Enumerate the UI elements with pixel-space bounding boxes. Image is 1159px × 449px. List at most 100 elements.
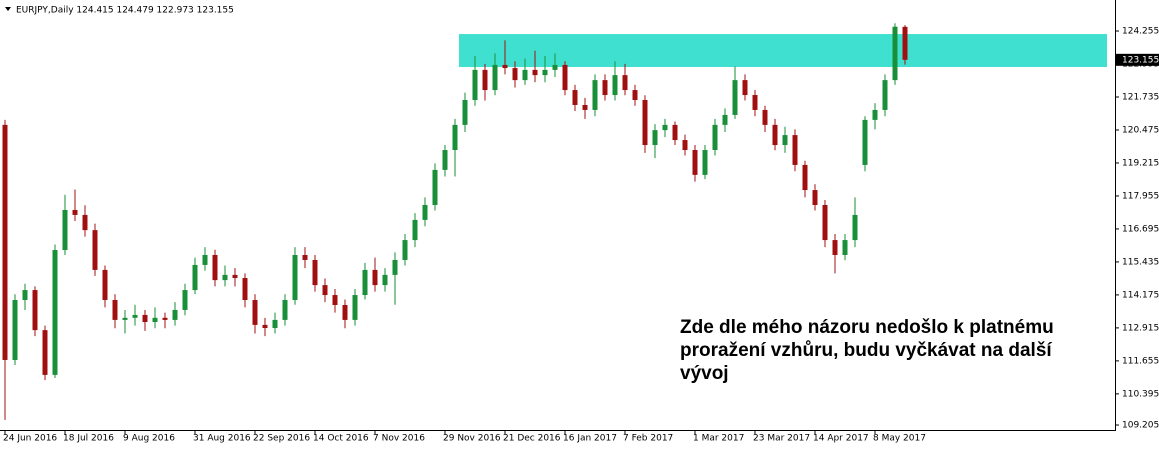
- candle-body: [702, 150, 708, 175]
- y-tick-label: 117.955: [1122, 191, 1159, 201]
- candle-body: [472, 69, 478, 101]
- candle-body: [802, 164, 808, 191]
- candle-body: [672, 124, 678, 141]
- candle-body: [252, 300, 258, 325]
- candle-body: [842, 240, 848, 255]
- candle-body: [152, 317, 158, 323]
- candle-body: [772, 124, 778, 146]
- annotation: Zde dle mého názoru nedošlo k platnémupr…: [680, 317, 1054, 384]
- candle-body: [222, 274, 228, 281]
- candle-body: [42, 330, 48, 375]
- axis-layer: 124.255122.995121.735120.475119.215117.9…: [3, 27, 1159, 444]
- y-tick-label: 124.255: [1122, 27, 1159, 37]
- x-tick-label: 21 Dec 2016: [503, 434, 561, 444]
- candle-body: [692, 150, 698, 175]
- candle-body: [342, 304, 348, 320]
- candle-body: [742, 80, 748, 96]
- x-tick-label: 31 Aug 2016: [193, 434, 251, 444]
- y-tick-label: 120.475: [1122, 125, 1159, 135]
- candle-body: [452, 124, 458, 151]
- candle-body: [182, 290, 188, 310]
- x-tick-label: 1 Mar 2017: [693, 434, 744, 444]
- chart-title: EURJPY,Daily 124.415 124.479 122.973 123…: [16, 6, 234, 16]
- menu-icon[interactable]: [5, 7, 11, 11]
- candle-body: [92, 230, 98, 270]
- candle-body: [622, 75, 628, 91]
- candle-body: [142, 314, 148, 323]
- candle-body: [232, 274, 238, 279]
- candle-body: [602, 80, 608, 96]
- candle-body: [652, 130, 658, 146]
- candle-body: [482, 69, 488, 91]
- y-tick-label: 121.735: [1122, 92, 1159, 102]
- candle-body: [522, 69, 528, 81]
- x-tick-label: 24 Jun 2016: [3, 434, 57, 444]
- candle-body: [402, 240, 408, 260]
- candle-body: [882, 80, 888, 110]
- y-tick-label: 111.655: [1122, 356, 1159, 366]
- candle-body: [282, 300, 288, 320]
- candle-body: [502, 64, 508, 69]
- candle-body: [362, 269, 368, 296]
- candle-body: [852, 214, 858, 241]
- x-tick-label: 9 Aug 2016: [123, 434, 175, 444]
- candle-body: [872, 109, 878, 120]
- candle-body: [62, 209, 68, 251]
- candle-body: [112, 300, 118, 320]
- candle-body: [122, 317, 128, 320]
- y-tick-label: 110.395: [1122, 389, 1159, 399]
- resistance-zone: [459, 34, 1107, 68]
- candle-body: [822, 204, 828, 241]
- candle-body: [612, 75, 618, 96]
- candle-body: [792, 135, 798, 165]
- candle-body: [242, 278, 248, 301]
- candle-body: [272, 319, 278, 329]
- candle-body: [902, 26, 908, 60]
- candle-body: [462, 100, 468, 125]
- candle-body: [372, 269, 378, 286]
- x-tick-label: 16 Jan 2017: [563, 434, 617, 444]
- candle-body: [752, 95, 758, 110]
- y-tick-label: 119.215: [1122, 158, 1159, 168]
- candle-body: [392, 259, 398, 275]
- candle-body: [642, 100, 648, 146]
- candle-body: [762, 109, 768, 125]
- x-tick-label: 7 Nov 2016: [373, 434, 425, 444]
- candle-body: [572, 90, 578, 105]
- candle-body: [682, 140, 688, 151]
- y-tick-label: 116.695: [1122, 224, 1159, 234]
- candle-body: [662, 124, 668, 131]
- candle-body: [102, 269, 108, 301]
- candle-body: [512, 68, 518, 81]
- candle-body: [892, 26, 898, 81]
- candle-body: [262, 324, 268, 329]
- candle-body: [12, 300, 18, 360]
- candle-body: [382, 274, 388, 286]
- y-tick-label: 109.205: [1122, 421, 1159, 431]
- candle-body: [312, 259, 318, 286]
- candle-body: [632, 90, 638, 101]
- current-price-label: 123.155: [1122, 55, 1159, 65]
- x-tick-label: 29 Nov 2016: [443, 434, 501, 444]
- candle-body: [722, 114, 728, 125]
- candle-body: [302, 254, 308, 260]
- candle-body: [192, 264, 198, 291]
- candle-body: [352, 295, 358, 320]
- y-tick-label: 112.915: [1122, 323, 1159, 333]
- candle-body: [562, 64, 568, 91]
- candle-body: [492, 64, 498, 91]
- candle-body: [292, 254, 298, 301]
- candle-body: [412, 219, 418, 241]
- y-tick-label: 115.435: [1122, 257, 1159, 267]
- candle-body: [202, 254, 208, 265]
- candle-body: [422, 204, 428, 220]
- x-tick-label: 14 Apr 2017: [813, 434, 869, 444]
- candle-body: [432, 169, 438, 205]
- candle-body: [32, 290, 38, 331]
- zone-layer: [459, 34, 1107, 68]
- candle-body: [322, 285, 328, 296]
- current-price-box: [1116, 53, 1159, 66]
- candle-body: [162, 317, 168, 320]
- candle-body: [862, 119, 868, 165]
